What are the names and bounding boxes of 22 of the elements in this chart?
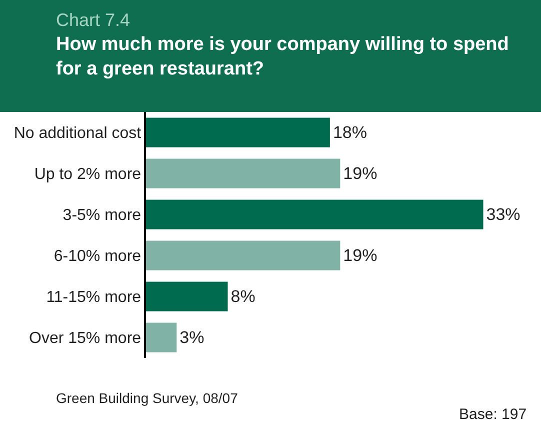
data-label: 8% xyxy=(230,287,256,306)
text: Green Building Survey, 08/07 xyxy=(56,390,238,406)
data-label: 18% xyxy=(332,123,367,142)
y-tick-label: 6-10% more xyxy=(54,248,142,266)
bar xyxy=(146,240,340,270)
y-tick-label: 11-15% more xyxy=(46,289,142,306)
bar xyxy=(146,282,228,312)
chart-title: How much more is your company willing to spend for a green restaurant? xyxy=(56,34,509,80)
y-tick-label: Up to 2% more xyxy=(34,166,142,184)
data-label: 3% xyxy=(180,328,204,347)
bar xyxy=(146,158,340,188)
text: Base: 197 xyxy=(459,406,527,423)
y-tick-label: No additional cost xyxy=(14,125,142,142)
y-tick-label: Over 15% more xyxy=(29,330,142,348)
chart-subtitle: Chart 7.4 xyxy=(56,10,130,30)
data-label: 19% xyxy=(343,246,378,265)
y-tick-label: 3-5% more xyxy=(62,207,142,224)
bar xyxy=(146,118,330,148)
data-label: 19% xyxy=(343,164,378,183)
bar xyxy=(146,322,177,352)
data-label: 33% xyxy=(486,205,520,224)
bar xyxy=(146,200,484,230)
